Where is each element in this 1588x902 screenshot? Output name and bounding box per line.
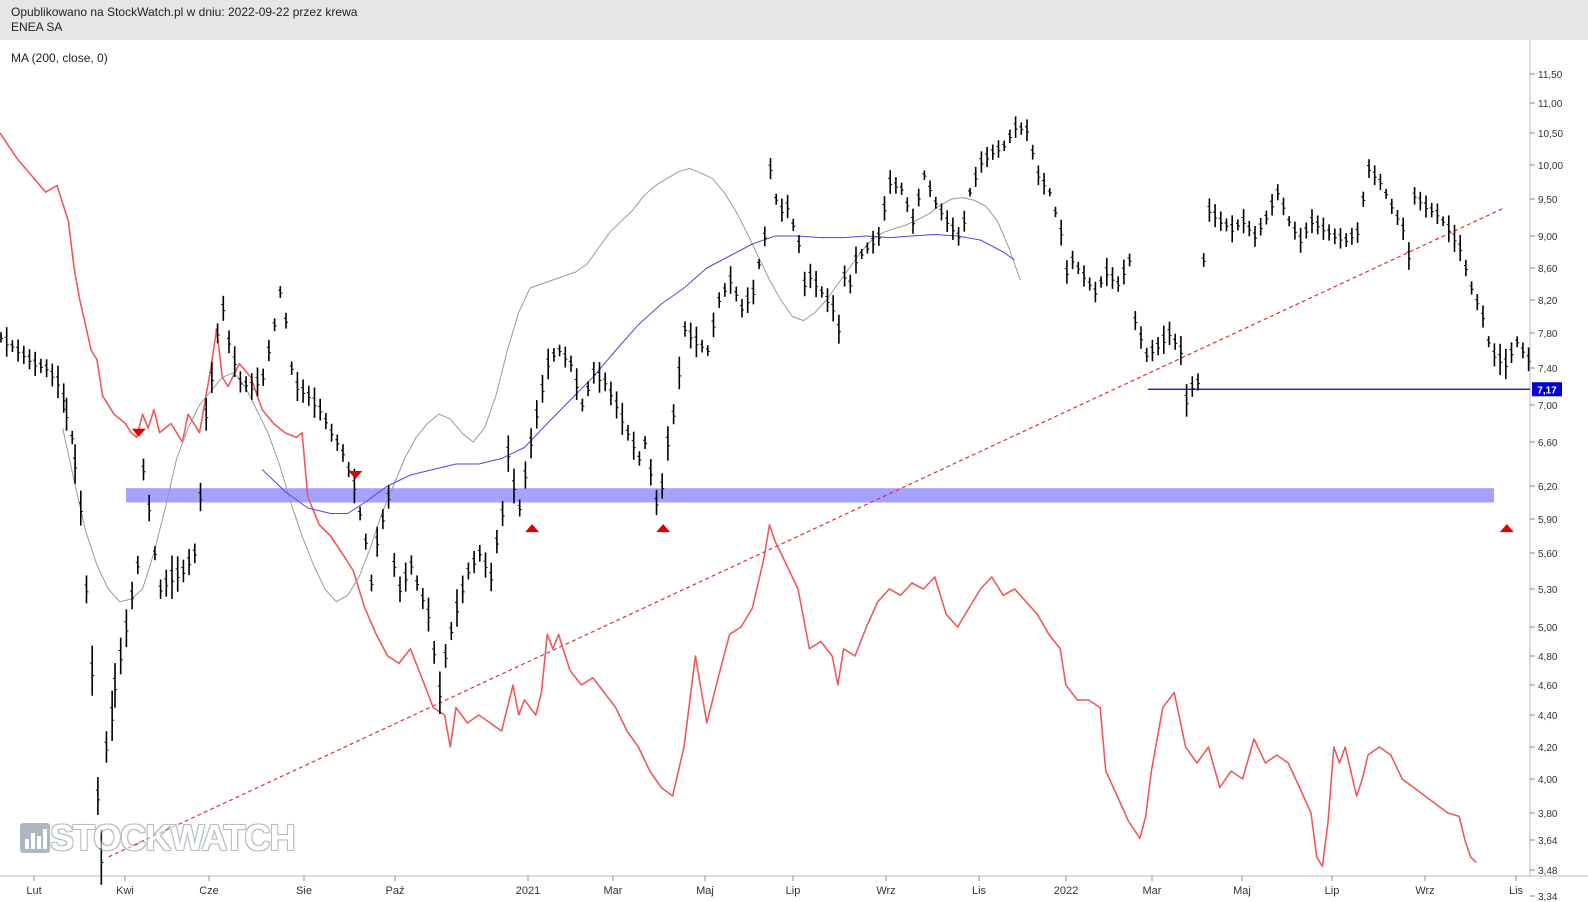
x-tick-label: Cze (199, 885, 219, 897)
y-tick-label: 9,50 (1538, 195, 1558, 206)
instrument-name: ENEA SA (11, 20, 63, 34)
x-tick-label: Mar (604, 885, 623, 897)
relative-strength-line (0, 132, 1477, 868)
buy-signal-triangle (656, 524, 671, 533)
support-zone (126, 488, 1494, 503)
y-tick-label: 4,40 (1538, 711, 1558, 722)
x-tick-label: Paź (386, 885, 405, 897)
y-tick-label: 7,80 (1538, 329, 1558, 340)
sell-signal-triangle (348, 471, 363, 479)
y-tick-label: 10,50 (1538, 129, 1563, 140)
y-tick-label: 3,48 (1538, 866, 1558, 877)
chart-header: Opublikowano na StockWatch.pl w dniu: 20… (0, 0, 1588, 40)
y-tick-label: 6,60 (1538, 438, 1558, 449)
y-tick-label: 4,20 (1538, 743, 1558, 754)
published-line: Opublikowano na StockWatch.pl w dniu: 20… (11, 5, 358, 19)
x-tick-label: Lut (26, 885, 41, 897)
y-tick-label: 7,40 (1538, 364, 1558, 375)
x-tick-label: Lip (786, 885, 801, 897)
y-tick-label: 11,00 (1538, 99, 1563, 110)
last-price-label: 7,17 (1537, 385, 1557, 396)
moving-average-short-line (62, 167, 1021, 603)
last-price-box (1532, 382, 1562, 397)
indicator-label: MA (200, close, 0) (11, 51, 108, 65)
y-tick-label: 8,20 (1538, 296, 1558, 307)
y-tick-label: 4,00 (1538, 775, 1558, 786)
trend-line (108, 207, 1505, 858)
y-tick-label: 4,80 (1538, 652, 1558, 663)
y-tick-label: 9,00 (1538, 232, 1558, 243)
y-tick-label: 5,30 (1538, 585, 1558, 596)
y-tick-label: 6,20 (1538, 482, 1558, 493)
y-tick-label: 3,80 (1538, 809, 1558, 820)
y-tick-label: 3,64 (1538, 836, 1558, 847)
y-tick-label: 3,34 (1538, 892, 1558, 902)
y-tick-label: 5,60 (1538, 549, 1558, 560)
y-tick-label: 5,90 (1538, 515, 1558, 526)
moving-average-200-line (261, 234, 1015, 514)
y-tick-label: 11,50 (1538, 70, 1563, 81)
x-tick-label: Wrz (876, 885, 895, 897)
bar-chart-icon (20, 823, 50, 853)
y-tick-label: 7,00 (1538, 401, 1558, 412)
buy-signal-triangle (1499, 524, 1514, 533)
y-tick-label: 4,60 (1538, 681, 1558, 692)
x-tick-label: Lis (1509, 885, 1524, 897)
x-tick-label: 2022 (1054, 885, 1078, 897)
x-tick-label: Kwi (116, 885, 134, 897)
x-tick-label: 2021 (516, 885, 540, 897)
x-tick-label: Lip (1325, 885, 1340, 897)
x-tick-label: Lis (972, 885, 987, 897)
x-tick-label: Sie (296, 885, 312, 897)
x-tick-label: Mar (1143, 885, 1162, 897)
y-tick-label: 5,00 (1538, 623, 1558, 634)
sell-signal-triangle (131, 428, 146, 437)
x-tick-label: Wrz (1415, 885, 1434, 897)
y-tick-label: 8,60 (1538, 264, 1558, 275)
y-tick-label: 10,00 (1538, 161, 1563, 172)
logo-text: STOCKWATCH (50, 817, 296, 858)
x-tick-label: Maj (696, 885, 714, 897)
x-tick-label: Maj (1233, 885, 1251, 897)
buy-signal-triangle (525, 524, 540, 533)
stockwatch-logo: STOCKWATCH (20, 817, 296, 859)
